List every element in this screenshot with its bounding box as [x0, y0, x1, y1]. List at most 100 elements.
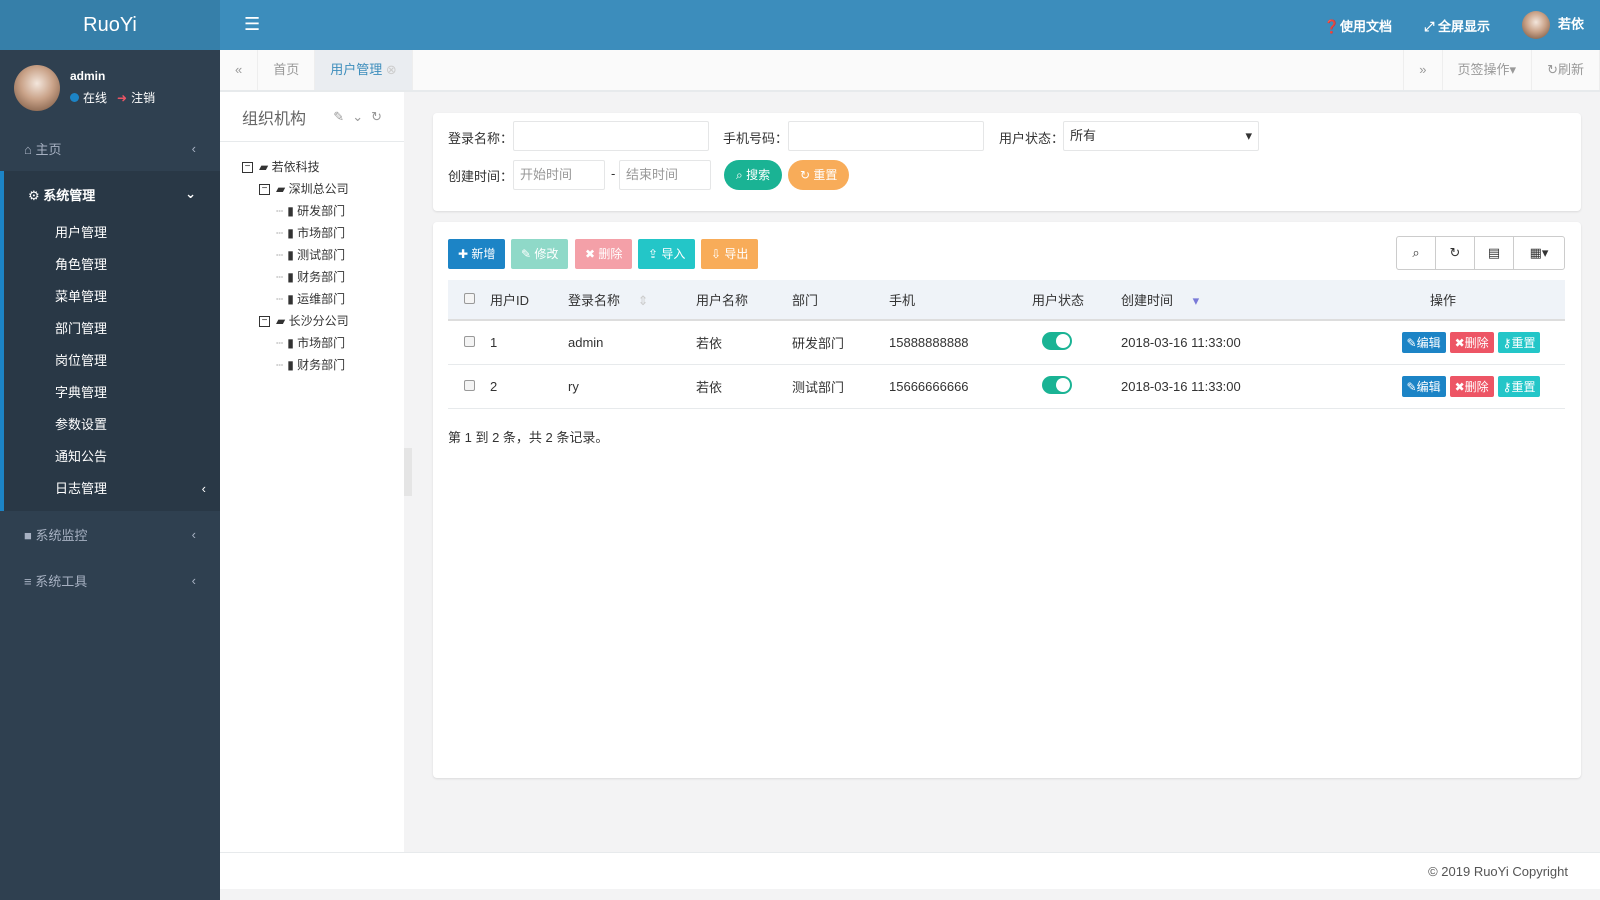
tree-title: 组织机构 [242, 110, 307, 128]
user-name: admin [70, 69, 106, 83]
video-icon: ■ [24, 527, 36, 543]
collapse-icon[interactable]: − [259, 316, 270, 328]
tabs-scroll-right-icon[interactable]: » [1403, 50, 1443, 90]
tree-node[interactable]: − ▰ 长沙分公司 [242, 310, 404, 332]
row-checkbox[interactable] [463, 335, 475, 347]
row-reset-password-button[interactable]: ⚷重置 [1497, 331, 1541, 353]
collapse-icon[interactable]: − [259, 184, 270, 196]
row-edit-button[interactable]: ✎编辑 [1401, 375, 1446, 397]
docs-link[interactable]: ❓使用文档 [1323, 18, 1392, 34]
refresh-icon[interactable]: ↻ [1436, 237, 1475, 269]
collapse-handle[interactable] [404, 448, 412, 496]
login-name-input[interactable] [513, 121, 709, 151]
sidebar-item-monitor[interactable]: ■ 系统监控 ‹ [24, 526, 196, 543]
sidebar-item-depts[interactable]: 部门管理 [55, 321, 108, 336]
tree-line: ┄ [276, 336, 284, 350]
sort-desc-icon: ▾ [1192, 293, 1200, 308]
add-button[interactable]: ✚ 新增 [448, 239, 506, 269]
col-phone[interactable]: 手机 [889, 280, 1032, 321]
col-login-name[interactable]: 登录名称 ⇕ [568, 280, 696, 321]
phone-label: 手机号码： [723, 131, 789, 146]
sidebar-item-home[interactable]: ⌂ 主页 ‹ [24, 140, 196, 157]
chevron-left-icon: ‹ [191, 140, 196, 156]
tree-node[interactable]: ┄ ▮ 测试部门 [276, 248, 346, 262]
sidebar-item-posts[interactable]: 岗位管理 [55, 353, 108, 368]
tab-ops-dropdown[interactable]: 页签操作▾ [1443, 50, 1533, 90]
tree-line: ┄ [276, 292, 284, 306]
logout-link[interactable]: 注销 [131, 91, 156, 105]
cell-id: 1 [490, 320, 568, 365]
menu-toggle-icon[interactable]: ☰ [244, 14, 261, 34]
sidebar-item-users[interactable]: 用户管理 [55, 225, 108, 240]
chevron-down-icon[interactable]: ⌄ [352, 108, 372, 124]
row-delete-button[interactable]: ✖删除 [1449, 375, 1494, 397]
close-icon[interactable]: ⊗ [385, 62, 397, 77]
export-button[interactable]: ⇩ 导出 [701, 239, 759, 269]
file-icon: ▮ [287, 336, 298, 350]
row-reset-password-button[interactable]: ⚷重置 [1497, 375, 1541, 397]
col-user-name[interactable]: 用户名称 [696, 280, 792, 321]
delete-button[interactable]: ✖ 删除 [575, 239, 633, 269]
start-time-input[interactable]: 开始时间 [513, 160, 605, 190]
tree-node[interactable]: ┄ ▮ 财务部门 [276, 358, 346, 372]
edit-icon[interactable]: ✎ [333, 108, 353, 124]
row-checkbox[interactable] [463, 379, 475, 391]
tab-home[interactable]: 首页 [258, 50, 316, 90]
user-menu[interactable]: 若依 [1521, 11, 1584, 39]
import-button[interactable]: ⇪ 导入 [638, 239, 696, 269]
tree-node[interactable]: ┄ ▮ 研发部门 [276, 204, 346, 218]
status-select[interactable]: 所有 ▾ [1063, 121, 1259, 151]
sidebar-item-menus[interactable]: 菜单管理 [55, 289, 108, 304]
cell-created: 2018-03-16 11:33:00 [1121, 364, 1321, 409]
chevron-left-icon: ‹ [201, 481, 206, 496]
row-edit-button[interactable]: ✎编辑 [1401, 331, 1446, 353]
col-user-id[interactable]: 用户ID [490, 280, 568, 321]
cell-phone: 15666666666 [889, 364, 1032, 409]
create-time-label: 创建时间： [448, 169, 514, 184]
login-name-label: 登录名称： [448, 131, 514, 146]
sidebar-item-system[interactable]: ⚙ 系统管理 ⌄ [0, 171, 220, 217]
cell-created: 2018-03-16 11:33:00 [1121, 320, 1321, 365]
sidebar-item-dict[interactable]: 字典管理 [55, 385, 108, 400]
page-tabs: « 首页 用户管理 ⊗ » 页签操作▾ ↻刷新 [220, 50, 1600, 92]
status-toggle[interactable] [1042, 331, 1072, 350]
sidebar-item-config[interactable]: 参数设置 [55, 417, 108, 432]
tabs-scroll-left-icon[interactable]: « [220, 50, 259, 90]
search-button[interactable]: ⌕ 搜索 [724, 160, 783, 190]
row-delete-button[interactable]: ✖删除 [1449, 331, 1494, 353]
cell-dept: 研发部门 [792, 320, 889, 365]
end-time-input[interactable]: 结束时间 [619, 160, 711, 190]
refresh-icon[interactable]: ↻ [371, 108, 390, 124]
status-toggle[interactable] [1042, 375, 1072, 394]
tree-node[interactable]: ┄ ▮ 运维部门 [276, 292, 346, 306]
select-all-checkbox[interactable] [463, 293, 475, 304]
folder-open-icon: ▰ [276, 182, 289, 196]
sidebar-item-tools[interactable]: ≡ 系统工具 ‹ [24, 572, 196, 589]
tab-user-management[interactable]: 用户管理 ⊗ [315, 50, 413, 90]
phone-input[interactable] [788, 121, 984, 151]
tree-node[interactable]: ┄ ▮ 市场部门 [276, 226, 346, 240]
tree-node[interactable]: ┄ ▮ 财务部门 [276, 270, 346, 284]
collapse-icon[interactable]: − [242, 162, 253, 174]
sidebar-item-roles[interactable]: 角色管理 [55, 257, 108, 272]
cell-dept: 测试部门 [792, 364, 889, 409]
edit-button[interactable]: ✎ 修改 [511, 239, 569, 269]
list-icon[interactable]: ▤ [1475, 237, 1514, 269]
tree-node[interactable]: − ▰ 深圳总公司 [242, 178, 404, 200]
sidebar-item-notice[interactable]: 通知公告 [55, 449, 108, 464]
search-icon[interactable]: ⌕ [1397, 237, 1436, 269]
sidebar-item-log[interactable]: 日志管理 ‹ [4, 473, 220, 505]
refresh-tab-button[interactable]: ↻刷新 [1532, 50, 1600, 90]
file-icon: ▮ [287, 270, 298, 284]
tree-node[interactable]: − ▰ 若依科技 [242, 156, 404, 178]
col-dept[interactable]: 部门 [792, 280, 889, 321]
col-status[interactable]: 用户状态 [1032, 280, 1121, 321]
reset-button[interactable]: ↻ 重置 [788, 160, 850, 190]
dropdown-arrow-icon: ▾ [1245, 128, 1252, 143]
fullscreen-link[interactable]: ⤢ 全屏显示 [1423, 18, 1490, 34]
tree-node[interactable]: ┄ ▮ 市场部门 [276, 336, 346, 350]
tree-line: ┄ [276, 270, 284, 284]
columns-icon[interactable]: ▦▾ [1529, 245, 1549, 260]
col-created[interactable]: 创建时间 ▾ [1121, 280, 1321, 321]
splitter[interactable] [404, 92, 412, 852]
